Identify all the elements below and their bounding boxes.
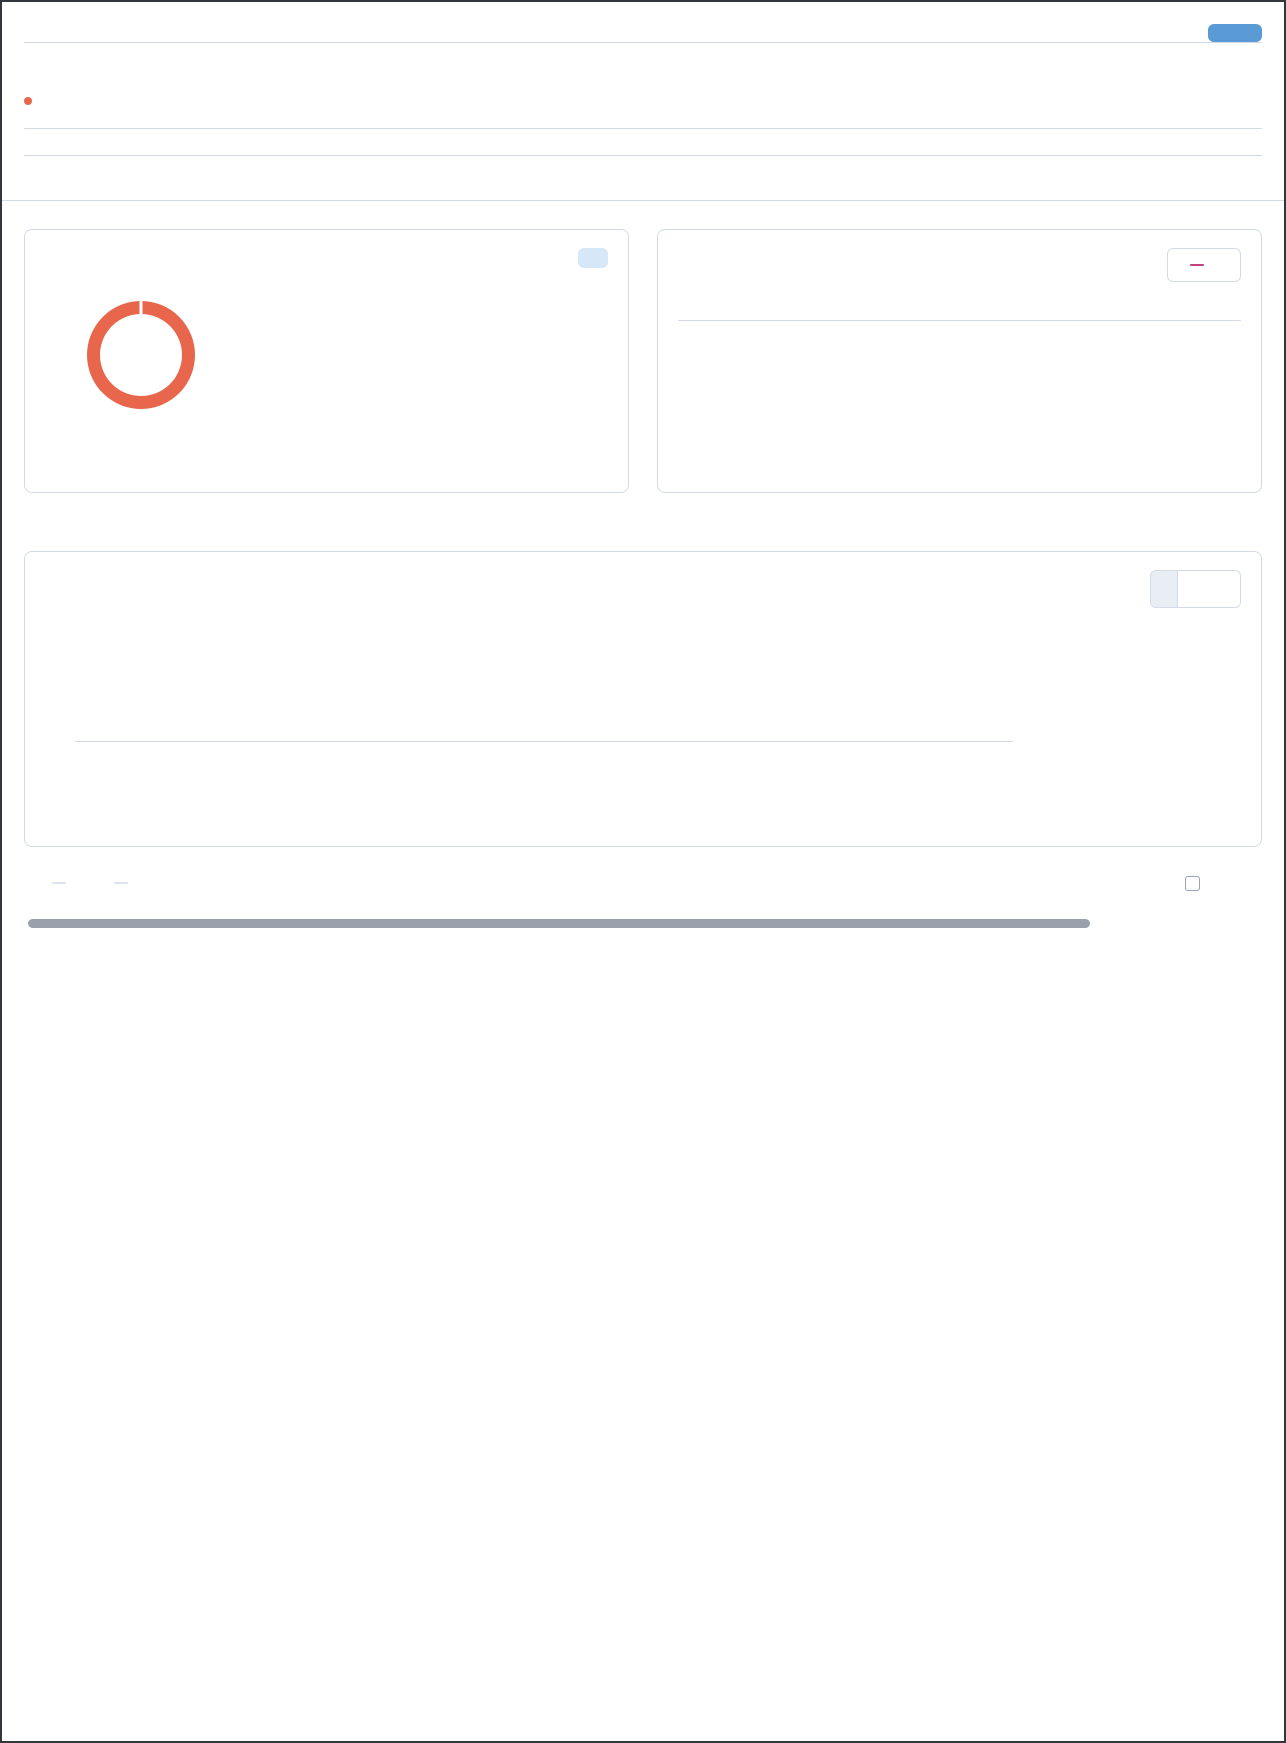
columns-count-badge <box>52 882 66 884</box>
stack-by-select[interactable] <box>1178 571 1240 607</box>
alert-panels-row <box>24 229 1262 493</box>
asset-criticality-section <box>2 43 1284 128</box>
chart-legend <box>1013 642 1241 778</box>
edit-pencil-icon[interactable] <box>50 94 64 108</box>
status-filter-count-badge <box>1190 264 1204 266</box>
fullscreen-icon[interactable] <box>1246 875 1262 891</box>
respond-button[interactable] <box>1208 24 1262 42</box>
alerts-by-rule-table <box>678 302 1241 321</box>
status-filter-button[interactable] <box>1167 248 1241 282</box>
collapse-chevron-icon[interactable] <box>678 257 694 273</box>
divider <box>24 42 1262 43</box>
chevron-down-icon <box>1214 582 1228 596</box>
fields-selector[interactable] <box>168 876 189 890</box>
host-overview-grid <box>2 129 1284 155</box>
stack-by-control <box>1150 570 1241 608</box>
investigate-in-timeline-button[interactable] <box>578 248 608 268</box>
columns-icon <box>24 876 38 890</box>
toolbar-right <box>1185 875 1262 891</box>
rows-per-page-selector[interactable] <box>24 942 45 956</box>
plot-wrap <box>75 642 1013 778</box>
table-footer <box>24 942 1262 956</box>
criticality-dot <box>24 97 32 105</box>
chevron-down-icon <box>31 942 45 956</box>
fields-icon <box>168 876 182 890</box>
alerts-by-rule-panel <box>657 229 1262 493</box>
stack-by-label <box>1151 571 1178 607</box>
columns-selector[interactable] <box>24 876 66 890</box>
events-panel <box>24 551 1262 847</box>
divider <box>24 128 1262 129</box>
horizontal-scrollbar[interactable] <box>28 919 1090 928</box>
alerts-by-severity-panel <box>24 229 629 493</box>
collapse-chevron-icon[interactable] <box>45 250 61 266</box>
sort-fields-selector[interactable] <box>86 876 128 890</box>
keyboard-shortcuts-icon[interactable] <box>1220 875 1236 891</box>
endpoint-overview-grid <box>2 156 1284 200</box>
collapse-chevron-icon[interactable] <box>45 578 61 594</box>
external-alerts-checkbox[interactable] <box>1185 875 1200 891</box>
sort-icon <box>86 876 100 890</box>
plot-area <box>75 642 1013 742</box>
events-histogram <box>45 642 1241 778</box>
divider <box>24 155 1262 156</box>
open-alerts-donut[interactable] <box>87 301 195 409</box>
events-panel-heading <box>45 578 70 601</box>
events-table-toolbar <box>24 875 1262 891</box>
info-icon[interactable] <box>31 65 45 79</box>
y-axis <box>45 642 75 742</box>
chevron-down-icon <box>1213 258 1227 272</box>
page-header <box>2 2 1284 42</box>
sort-count-badge <box>114 882 128 884</box>
x-axis <box>75 742 1013 778</box>
severity-donuts-row <box>45 277 608 415</box>
divider <box>2 200 1284 201</box>
